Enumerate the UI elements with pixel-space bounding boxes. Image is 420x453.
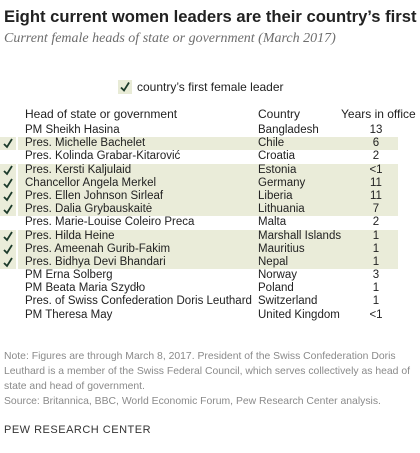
- cell-country: Malta: [258, 216, 287, 229]
- table-row: PM Theresa May United Kingdom <1: [0, 309, 420, 322]
- cell-years: <1: [369, 163, 383, 176]
- cell-country: Mauritius: [258, 242, 305, 255]
- cell-country: Germany: [258, 176, 306, 189]
- cell-years: <1: [369, 308, 383, 321]
- cell-years: 1: [372, 255, 380, 268]
- table-row: PM Beata Maria Szydło Poland 1: [0, 282, 420, 295]
- cell-leader: Pres. Bidhya Devi Bhandari: [25, 255, 166, 268]
- table-row: PM Erna Solberg Norway 3: [0, 269, 420, 282]
- cell-leader: Pres. Marie-Louise Coleiro Preca: [25, 216, 195, 229]
- cell-country: Poland: [258, 282, 294, 295]
- column-header-country: Country: [258, 107, 301, 121]
- cell-leader: Pres. Kersti Kaljulaid: [25, 163, 132, 176]
- checkmark-icon: [1, 243, 15, 256]
- table-row: PM Sheikh Hasina Bangladesh 13: [0, 124, 420, 137]
- cell-leader: Pres. Ameenah Gurib-Fakim: [25, 242, 171, 255]
- checkmark-icon: [1, 230, 15, 243]
- column-header-years: Years in office: [341, 107, 416, 121]
- cell-country: Marshall Islands: [258, 229, 342, 242]
- cell-leader: PM Beata Maria Szydło: [25, 282, 146, 295]
- cell-years: 3: [372, 269, 380, 282]
- column-header-leader: Head of state or government: [25, 107, 178, 121]
- cell-leader: PM Theresa May: [25, 308, 113, 321]
- cell-country: Liberia: [258, 189, 293, 202]
- checkmark-icon: [118, 80, 132, 94]
- cell-country: Switzerland: [258, 295, 318, 308]
- cell-leader: Pres. Dalia Grybauskaitė: [25, 203, 153, 216]
- cell-leader: Pres. Kolinda Grabar-Kitarović: [25, 150, 181, 163]
- table-header: Head of state or government Country Year…: [0, 107, 420, 123]
- table-row: Pres. Bidhya Devi Bhandari Nepal 1: [0, 255, 420, 270]
- source: Source: Britannica, BBC, World Economic …: [4, 396, 381, 407]
- cell-years: 1: [372, 295, 380, 308]
- cell-country: Norway: [258, 269, 297, 282]
- brand-logo: PEW RESEARCH CENTER: [4, 424, 152, 436]
- checkmark-icon: [1, 190, 15, 203]
- cell-country: United Kingdom: [258, 308, 340, 321]
- table-body: PM Sheikh Hasina Bangladesh 13 Pres. Michel…: [0, 124, 420, 322]
- cell-years: 1: [372, 282, 380, 295]
- cell-leader: Chancellor Angela Merkel: [25, 176, 157, 189]
- cell-years: 6: [372, 137, 380, 150]
- table-row: Pres. of Swiss Confederation Doris Leuth…: [0, 295, 420, 308]
- cell-years: 2: [372, 150, 380, 163]
- cell-country: Chile: [258, 137, 285, 150]
- cell-years: 1: [372, 229, 380, 242]
- checkmark-icon: [1, 137, 15, 150]
- cell-years: 11: [370, 189, 382, 202]
- cell-country: Nepal: [258, 255, 289, 268]
- cell-years: 2: [372, 216, 380, 229]
- cell-leader: PM Sheikh Hasina: [25, 124, 120, 136]
- legend-label: country’s first female leader: [137, 80, 284, 94]
- chart-title: Eight current women leaders are their co…: [4, 7, 417, 26]
- table-row: Pres. Marie-Louise Coleiro Preca Malta 2: [0, 216, 420, 229]
- cell-years: 11: [370, 176, 382, 189]
- legend: country’s first female leader: [118, 78, 284, 96]
- table-row: Pres. Hilda Heine Marshall Islands 1: [0, 229, 420, 243]
- cell-leader: Pres. Ellen Johnson Sirleaf: [25, 189, 164, 202]
- cell-years: 13: [369, 124, 383, 136]
- cell-leader: Pres. Hilda Heine: [25, 229, 115, 242]
- cell-leader: Pres. Michelle Bachelet: [25, 137, 146, 150]
- cell-country: Bangladesh: [258, 124, 319, 136]
- note-text: Note: Figures are through March 8, 2017.…: [4, 351, 411, 393]
- cell-years: 7: [372, 203, 380, 216]
- table-row: Pres. Kolinda Grabar-Kitarović Croatia 2: [0, 150, 420, 163]
- table-row: Pres. Michelle Bachelet Chile 6: [0, 137, 420, 151]
- table-row: Pres. Kersti Kaljulaid Estonia <1: [0, 163, 420, 177]
- cell-years: 1: [372, 242, 380, 255]
- cell-country: Lithuania: [258, 203, 305, 216]
- checkmark-icon: [1, 164, 15, 177]
- cell-country: Croatia: [258, 150, 296, 163]
- checkmark-icon: [1, 256, 15, 269]
- table-row: Pres. Ellen Johnson Sirleaf Liberia 11: [0, 189, 420, 204]
- table-row: Pres. Dalia Grybauskaitė Lithuania 7: [0, 203, 420, 217]
- chart-subtitle: Current female heads of state or governm…: [4, 31, 336, 46]
- cell-country: Estonia: [258, 163, 297, 176]
- table-row: Chancellor Angela Merkel Germany 11: [0, 176, 420, 191]
- table-row: Pres. Ameenah Gurib-Fakim Mauritius 1: [0, 242, 420, 257]
- cell-leader: Pres. of Swiss Confederation Doris Leuth…: [25, 295, 252, 308]
- checkmark-icon: [1, 203, 15, 216]
- note: Note: Figures are through March 8, 2017.…: [4, 349, 418, 395]
- checkmark-icon: [1, 177, 15, 190]
- cell-leader: PM Erna Solberg: [25, 269, 113, 282]
